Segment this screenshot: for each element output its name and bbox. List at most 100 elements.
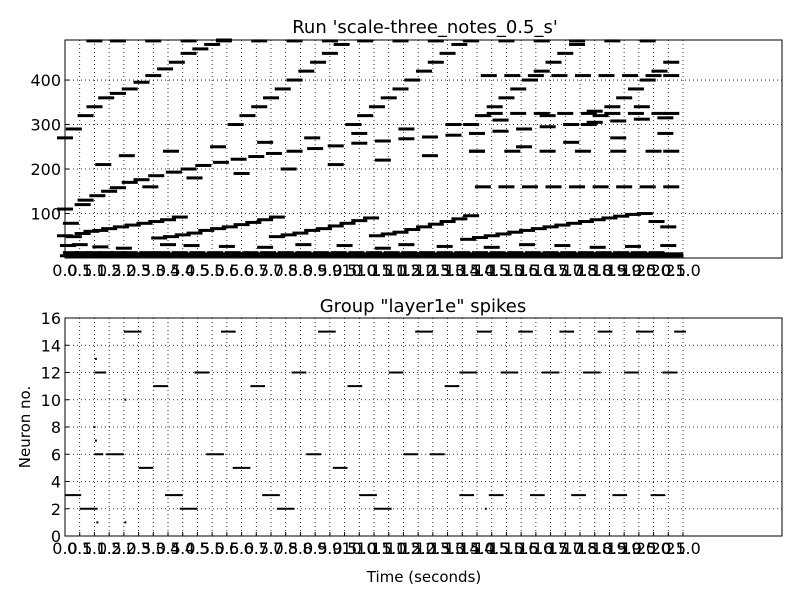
x-tick-label: 8.0	[288, 261, 313, 280]
spike-mark	[327, 163, 344, 167]
spike-mark	[563, 140, 580, 144]
spike-mark	[636, 212, 653, 216]
spike-mark	[404, 228, 421, 232]
spike-mark	[398, 243, 415, 247]
spike-mark	[610, 149, 627, 153]
spike-mark	[268, 215, 285, 219]
x-tick-label: 10.5	[356, 261, 392, 280]
spike-mark	[577, 220, 594, 224]
x-tick-label: 16.5	[533, 261, 569, 280]
spike-mark	[145, 74, 162, 78]
spike-mark	[421, 135, 438, 139]
spike-mark	[404, 78, 421, 82]
spike-mark	[292, 231, 309, 235]
spike-mark	[233, 171, 250, 175]
spike-mark	[286, 78, 303, 82]
spike-mark	[527, 74, 544, 78]
spike-mark	[198, 228, 215, 232]
spike-mark	[121, 87, 138, 91]
spike-mark	[251, 105, 268, 109]
spike-mark	[427, 39, 444, 43]
spike-segment	[612, 494, 628, 497]
spike-mark	[498, 185, 515, 189]
spike-segment	[206, 453, 224, 456]
spike-mark	[86, 39, 103, 43]
spike-mark	[227, 123, 244, 127]
spike-mark	[160, 243, 176, 247]
spike-segment	[318, 330, 336, 333]
spike-mark	[380, 232, 397, 236]
top-raster-plot: Run 'scale-three_notes_0.5_s' 0.00.51.01…	[30, 17, 783, 280]
spike-segment	[662, 371, 678, 374]
x-tick-label: 13.0	[430, 539, 466, 558]
spike-mark	[539, 125, 556, 129]
x-tick-label: 9.0	[317, 261, 342, 280]
spike-mark	[280, 167, 297, 171]
spike-mark	[580, 111, 597, 115]
spike-mark	[507, 230, 524, 234]
spike-mark	[368, 234, 385, 238]
x-tick-label: 10.0	[341, 261, 377, 280]
x-tick-label: 0.0	[52, 539, 77, 558]
spike-dot	[93, 426, 96, 428]
spike-segment	[65, 494, 82, 497]
spike-mark	[304, 136, 321, 140]
x-tick-label: 11.5	[386, 539, 422, 558]
spike-mark	[471, 236, 488, 240]
x-tick-label: 16.5	[533, 539, 569, 558]
spike-segment	[359, 494, 377, 497]
spike-mark	[307, 147, 324, 151]
spike-mark	[566, 221, 583, 225]
spike-mark	[551, 74, 568, 78]
spike-segment	[220, 330, 236, 333]
spike-mark	[133, 178, 150, 182]
top-y-tick-labels: 100 200 300 400	[30, 71, 61, 223]
spike-mark	[230, 157, 247, 161]
spike-mark	[62, 221, 79, 225]
x-tick-label: 2.0	[111, 539, 136, 558]
bottom-plot-title: Group "layer1e" spikes	[320, 296, 527, 317]
spike-segment	[153, 385, 168, 388]
spike-mark	[480, 74, 497, 78]
spike-mark	[136, 221, 153, 225]
spike-segment	[388, 371, 404, 374]
spike-mark	[392, 87, 409, 91]
x-tick-label: 6.0	[229, 261, 254, 280]
x-tick-label: 8.5	[302, 539, 327, 558]
spike-segment	[291, 371, 307, 374]
spike-segment	[106, 453, 124, 456]
spike-mark	[519, 243, 536, 247]
spike-mark	[483, 234, 500, 238]
x-tick-label: 3.0	[141, 261, 166, 280]
spike-segment	[500, 371, 519, 374]
y-tick-label: 300	[30, 116, 61, 135]
spike-mark	[101, 189, 118, 193]
spike-dot	[124, 398, 127, 401]
x-tick-label: 4.0	[170, 539, 195, 558]
spike-mark	[592, 185, 609, 189]
spike-mark	[533, 69, 550, 73]
spike-mark	[89, 194, 106, 198]
spike-mark	[95, 163, 112, 167]
spike-mark	[486, 111, 503, 115]
spike-segment	[582, 371, 601, 374]
top-plot-title: Run 'scale-three_notes_0.5_s'	[292, 17, 558, 38]
spike-mark	[251, 39, 268, 43]
spike-mark	[327, 224, 344, 228]
spike-mark	[148, 220, 165, 224]
x-tick-label: 16.0	[518, 261, 554, 280]
spike-mark	[218, 244, 235, 248]
spike-mark	[71, 243, 88, 247]
x-tick-label: 2.5	[126, 261, 151, 280]
y-tick-label: 200	[30, 160, 61, 179]
spike-mark	[286, 149, 303, 153]
spike-segment	[541, 371, 560, 374]
spike-mark	[304, 228, 321, 232]
x-tick-label: 21.0	[665, 539, 701, 558]
x-tick-label: 12.5	[415, 539, 451, 558]
x-tick-label: 3.5	[155, 261, 180, 280]
spike-mark	[516, 145, 533, 149]
x-tick-label: 1.0	[82, 539, 107, 558]
spike-mark	[533, 111, 550, 115]
y-tick-label: 4	[51, 473, 61, 492]
